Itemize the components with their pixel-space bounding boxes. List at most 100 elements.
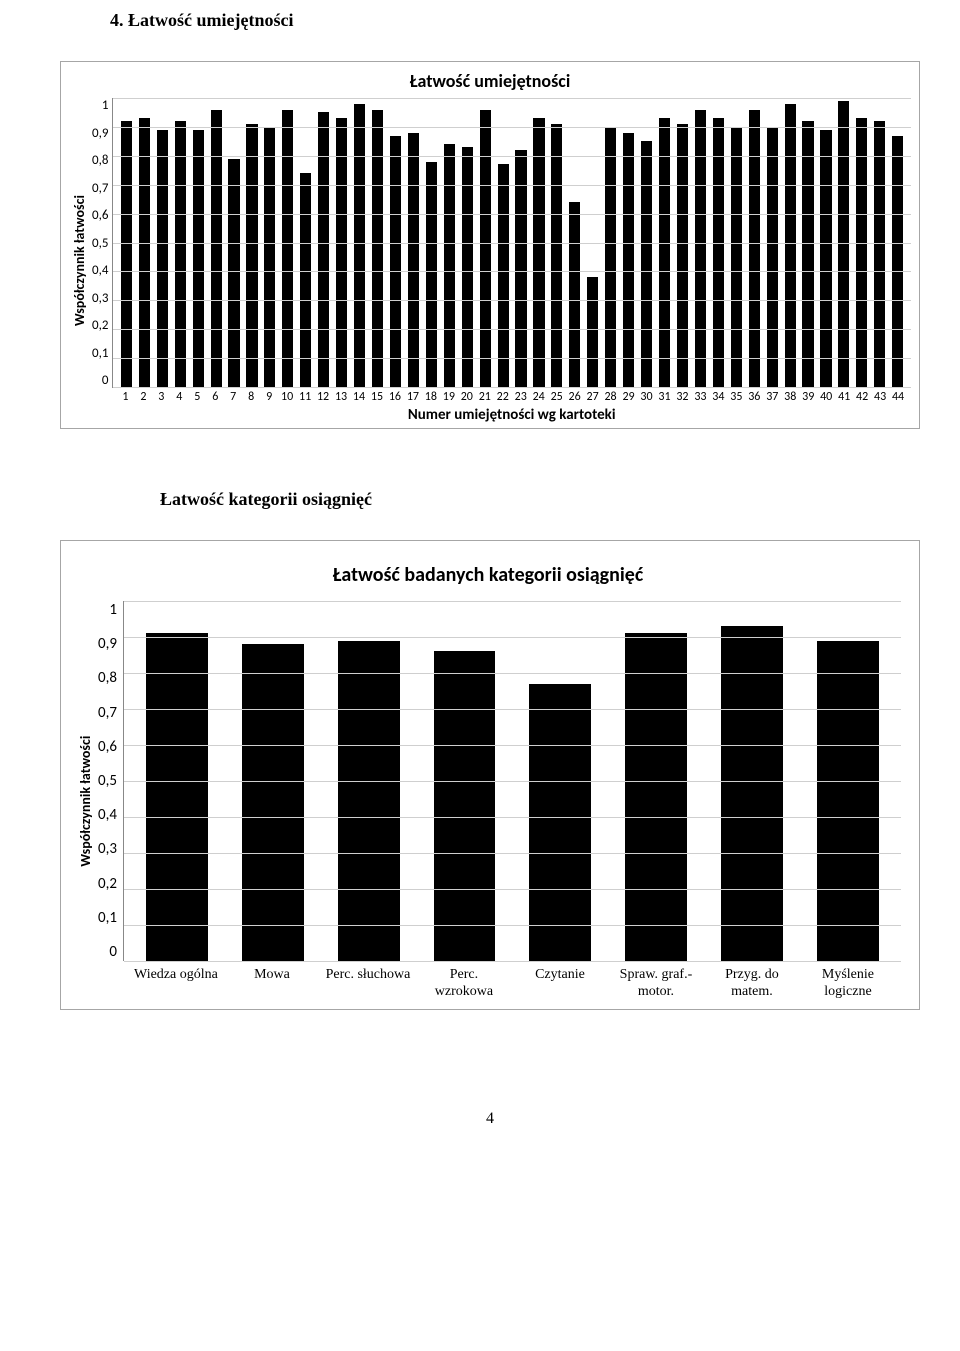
- page-number: 4: [60, 1110, 920, 1128]
- chart-2-bar: [625, 633, 687, 961]
- chart-1-bar: [426, 162, 437, 387]
- chart-1-bar: [282, 110, 293, 387]
- chart-1-bar: [713, 118, 724, 387]
- chart-1-title: Łatwość umiejętności: [69, 70, 911, 92]
- chart-1-gridline: [113, 214, 911, 215]
- chart-2-yaxis-label: Współczynnik łatwości: [75, 601, 96, 1001]
- chart-2-ytick: 0,1: [98, 909, 117, 927]
- chart-2-ytick: 0,3: [98, 840, 117, 858]
- chart-2-ytick: 0,6: [98, 738, 117, 756]
- chart-1-ytick: 0,3: [92, 291, 108, 306]
- chart-2-bar: [146, 633, 208, 961]
- chart-2-bar: [817, 641, 879, 961]
- chart-1-gridline: [113, 98, 911, 99]
- chart-1-plot-area: [112, 98, 911, 388]
- chart-1-gridline: [113, 300, 911, 301]
- chart-1-bar: [246, 124, 257, 387]
- chart-1-bar: [749, 110, 760, 387]
- chart-2-gridline: [124, 853, 901, 854]
- chart-1-ytick: 0: [92, 373, 108, 388]
- chart-1-xtick: 43: [871, 390, 889, 404]
- chart-1-bar: [354, 104, 365, 387]
- chart-1-xtick: 8: [242, 390, 260, 404]
- chart-1-xtick: 3: [152, 390, 170, 404]
- chart-1-bar: [874, 121, 885, 387]
- chart-2-ytick: 0,2: [98, 875, 117, 893]
- chart-1-xtick: 21: [476, 390, 494, 404]
- chart-2-bar: [434, 651, 496, 961]
- chart-1-xtick: 41: [835, 390, 853, 404]
- chart-1-ytick: 0,2: [92, 318, 108, 333]
- chart-1-xtick: 12: [314, 390, 332, 404]
- chart-2-gridline: [124, 817, 901, 818]
- chart-2-bar: [338, 641, 400, 961]
- chart-1-gridline: [113, 185, 911, 186]
- chart-2-bar: [721, 626, 783, 961]
- chart-1-bar: [767, 127, 778, 387]
- chart-1-bar: [157, 130, 168, 387]
- chart-1-bar: [480, 110, 491, 387]
- chart-1-ytick: 0,9: [92, 126, 108, 141]
- chart-1-xtick: 7: [224, 390, 242, 404]
- chart-1-bar: [444, 144, 455, 387]
- chart-2-ytick: 1: [98, 601, 117, 619]
- chart-1-bar: [211, 110, 222, 387]
- chart-1-xtick: 31: [655, 390, 673, 404]
- chart-2-title: Łatwość badanych kategorii osiągnięć: [75, 563, 901, 587]
- chart-2-plot-wrap: Wiedza ogólnaMowaPerc. słuchowaPerc. wzr…: [123, 601, 901, 1001]
- chart-1-xtick: 42: [853, 390, 871, 404]
- chart-2-gridline: [124, 925, 901, 926]
- chart-2-bar: [529, 684, 591, 961]
- chart-1-bar: [498, 164, 509, 387]
- chart-1-bar: [623, 133, 634, 387]
- chart-1-ytick: 0,6: [92, 208, 108, 223]
- chart-1-gridline: [113, 358, 911, 359]
- chart-2-xtick: Perc. wzrokowa: [421, 967, 507, 1001]
- chart-2-gridline: [124, 745, 901, 746]
- chart-2-gridline: [124, 601, 901, 602]
- chart-2-xtick: Wiedza ogólna: [133, 967, 219, 1001]
- chart-1-ytick: 0,5: [92, 236, 108, 251]
- chart-1-gridline: [113, 387, 911, 388]
- chart-2-xtick: Myślenie logiczne: [805, 967, 891, 1001]
- chart-2-gridline: [124, 637, 901, 638]
- chart-1-ytick: 0,1: [92, 346, 108, 361]
- subsection-title: Łatwość kategorii osiągnięć: [160, 489, 920, 510]
- chart-1-yaxis-ticks: 10,90,80,70,60,50,40,30,20,10: [90, 98, 112, 388]
- chart-1-bar: [892, 136, 903, 387]
- chart-1-bar: [677, 124, 688, 387]
- chart-1-xtick: 38: [781, 390, 799, 404]
- chart-1-bar: [838, 101, 849, 387]
- chart-1-xtick: 30: [638, 390, 656, 404]
- chart-2-gridline: [124, 961, 901, 962]
- chart-1-gridline: [113, 243, 911, 244]
- chart-1-bar: [408, 133, 419, 387]
- chart-1-ytick: 1: [92, 98, 108, 113]
- chart-1-bar: [139, 118, 150, 387]
- chart-1-bar: [856, 118, 867, 387]
- chart-2-gridline: [124, 889, 901, 890]
- section-title: 4. Łatwość umiejętności: [110, 10, 920, 31]
- chart-1-xtick: 14: [350, 390, 368, 404]
- chart-1-bar: [390, 136, 401, 387]
- chart-1-xtick: 29: [620, 390, 638, 404]
- chart-1-bar: [121, 121, 132, 387]
- chart-1-xtick: 1: [116, 390, 134, 404]
- chart-1-bar: [462, 147, 473, 387]
- chart-1-gridline: [113, 271, 911, 272]
- chart-1-xtick: 37: [763, 390, 781, 404]
- chart-1-bar: [533, 118, 544, 387]
- chart-1-xtick: 22: [494, 390, 512, 404]
- chart-1-xtick: 13: [332, 390, 350, 404]
- chart-1-bar: [264, 127, 275, 387]
- chart-2-gridline: [124, 709, 901, 710]
- section-title-text: Łatwość umiejętności: [128, 10, 293, 30]
- chart-1-yaxis-label: Współczynnik łatwości: [69, 98, 90, 424]
- chart-1-gridline: [113, 156, 911, 157]
- chart-2-ytick: 0,5: [98, 772, 117, 790]
- chart-1-xtick: 9: [260, 390, 278, 404]
- chart-2-plot-area: [123, 601, 901, 961]
- chart-2-bar: [242, 644, 304, 961]
- chart-1-bar: [820, 130, 831, 387]
- chart-1-bar: [641, 141, 652, 387]
